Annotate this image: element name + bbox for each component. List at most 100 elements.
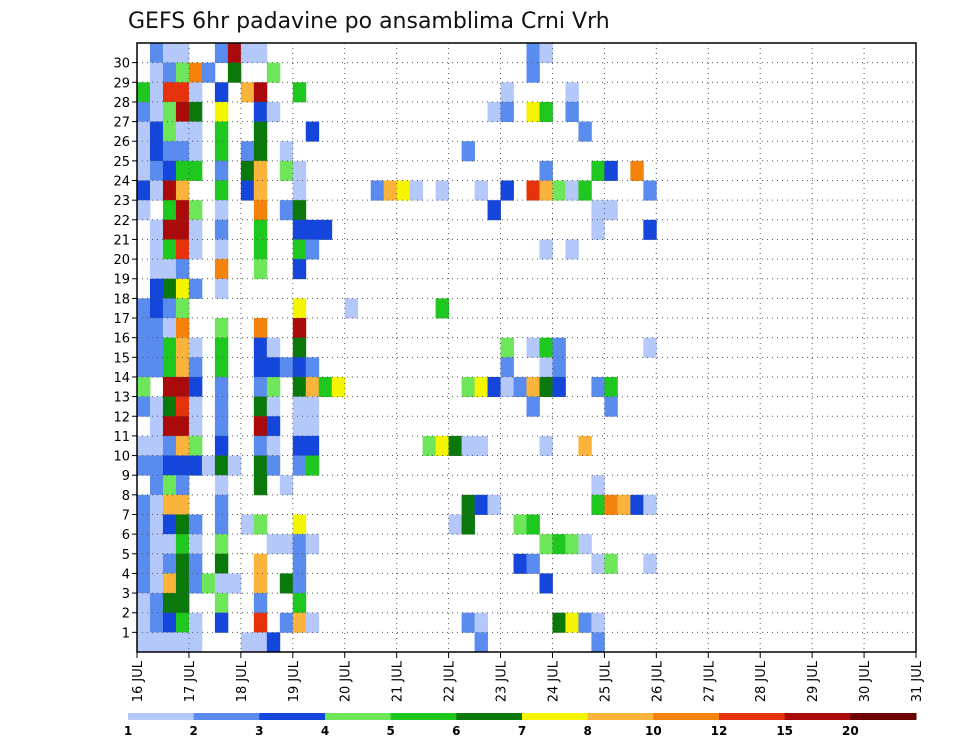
heatmap-cell (643, 337, 657, 358)
heatmap-cells (137, 43, 657, 653)
heatmap-cell (539, 43, 553, 64)
heatmap-cell (214, 121, 229, 142)
heatmap-cell (214, 101, 229, 122)
heatmap-cell (188, 357, 203, 378)
x-tick-label: 28 JUL (754, 660, 769, 702)
heatmap-cell (552, 376, 566, 398)
heatmap-cell (175, 396, 190, 417)
colorbar-segment (128, 713, 195, 720)
heatmap-cell (305, 121, 320, 142)
heatmap-cell (526, 101, 540, 122)
colorbar-label: 4 (321, 724, 329, 738)
heatmap-cell (539, 239, 553, 260)
heatmap-cell (188, 62, 203, 83)
heatmap-cell (175, 534, 190, 555)
heatmap-cell (149, 396, 164, 417)
heatmap-cell (240, 180, 255, 201)
heatmap-cell (253, 239, 268, 260)
heatmap-cell (240, 632, 255, 653)
heatmap-cell (188, 160, 203, 181)
heatmap-cell (188, 455, 203, 476)
heatmap-cell (474, 435, 488, 456)
heatmap-cell (149, 101, 164, 122)
heatmap-cell (214, 593, 229, 614)
heatmap-cell (137, 318, 151, 339)
heatmap-cell (137, 141, 151, 162)
x-tick-label: 31 JUL (910, 660, 925, 702)
colorbar-label: 5 (386, 724, 394, 738)
heatmap-cell (175, 180, 190, 201)
heatmap-cell (526, 514, 540, 535)
heatmap-cell (149, 278, 164, 299)
heatmap-cell (552, 612, 566, 633)
heatmap-cell (526, 180, 540, 201)
heatmap-cell (305, 612, 320, 633)
x-tick-label: 16 JUL (131, 660, 146, 702)
heatmap-cell (396, 180, 411, 201)
heatmap-cell (292, 180, 307, 201)
heatmap-cell (552, 357, 566, 378)
heatmap-cell (214, 318, 229, 339)
colorbar-segment (259, 713, 326, 720)
plot-frame (136, 42, 917, 653)
colorbar-segment (587, 713, 654, 720)
y-tick-label: 9 (122, 469, 130, 484)
heatmap-cell (344, 298, 359, 319)
heatmap-cell (188, 553, 203, 574)
heatmap-cell (305, 239, 320, 260)
heatmap-cell (175, 553, 190, 574)
y-tick-label: 25 (113, 155, 130, 170)
heatmap-cell (175, 141, 190, 162)
heatmap-cell (448, 514, 462, 535)
heatmap-cell (305, 357, 320, 378)
colorbar-label: 15 (776, 724, 793, 738)
heatmap-cell (137, 553, 151, 574)
y-tick-label: 28 (113, 96, 130, 111)
heatmap-cell (591, 200, 605, 221)
y-tick-label: 3 (122, 587, 130, 602)
heatmap-cell (539, 534, 553, 555)
colorbar-label: 10 (645, 724, 662, 738)
heatmap-cell (539, 573, 553, 594)
heatmap-cell (214, 534, 229, 555)
heatmap-cell (162, 455, 177, 476)
heatmap-cell (137, 573, 151, 594)
heatmap-cell (578, 180, 592, 201)
heatmap-cell (175, 475, 190, 496)
heatmap-cell (149, 239, 164, 260)
heatmap-cell (188, 573, 203, 594)
heatmap-cell (175, 318, 190, 339)
heatmap-cell (565, 101, 579, 122)
heatmap-cell (149, 62, 164, 83)
heatmap-cell (188, 337, 203, 358)
heatmap-cell (266, 337, 281, 358)
heatmap-cell (162, 553, 177, 574)
heatmap-cell (162, 259, 177, 280)
heatmap-cell (487, 376, 501, 398)
heatmap-cell (253, 180, 268, 201)
heatmap-cell (149, 160, 164, 181)
heatmap-cell (253, 553, 268, 574)
x-tick-label: 25 JUL (598, 660, 613, 702)
heatmap-cell (552, 337, 566, 358)
heatmap-cell (188, 121, 203, 142)
heatmap-cell (604, 494, 618, 515)
heatmap-cell (214, 82, 229, 103)
x-tick-label: 27 JUL (702, 660, 717, 702)
heatmap-cell (266, 357, 281, 378)
heatmap-cell (162, 160, 177, 181)
heatmap-cell (292, 357, 307, 378)
heatmap-cell (149, 121, 164, 142)
heatmap-cell (137, 160, 151, 181)
heatmap-cell (175, 239, 190, 260)
heatmap-cell (149, 259, 164, 280)
heatmap-cell (149, 219, 164, 240)
heatmap-cell (292, 239, 307, 260)
heatmap-cell (500, 180, 514, 201)
colorbar-segment (325, 713, 392, 720)
heatmap-cell (162, 376, 177, 398)
heatmap-cell (175, 200, 190, 221)
heatmap-cell (188, 219, 203, 240)
heatmap-cell (188, 612, 203, 633)
heatmap-cell (149, 494, 164, 515)
